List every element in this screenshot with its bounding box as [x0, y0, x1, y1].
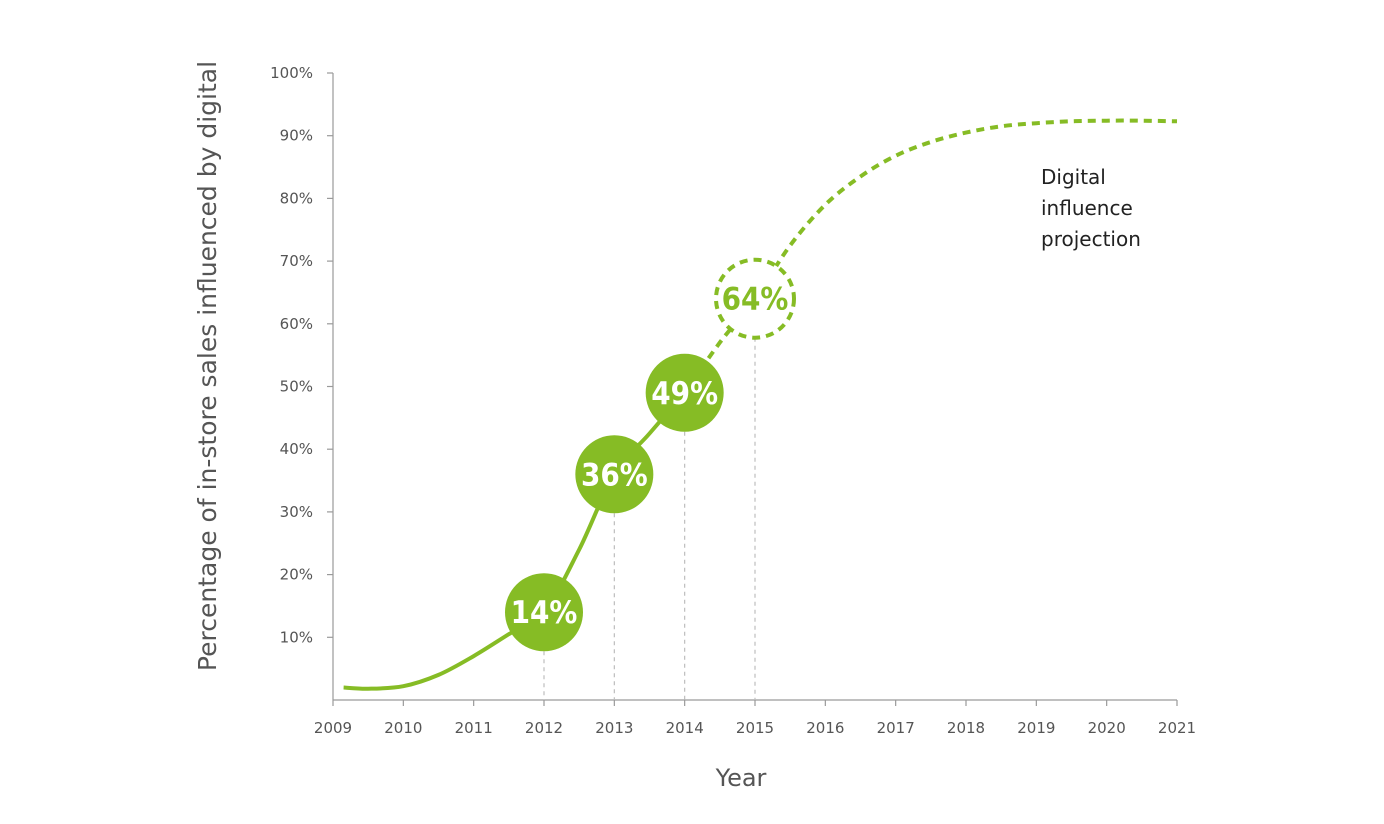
marker-label: 64%: [722, 282, 789, 318]
x-tick-label: 2016: [806, 719, 844, 737]
y-tick-label: 30%: [280, 503, 313, 521]
y-tick-label: 20%: [280, 566, 313, 584]
y-tick-label: 90%: [280, 127, 313, 145]
value-markers: 14% 36% 49% 64%: [505, 257, 796, 652]
marker-label: 14%: [511, 595, 578, 631]
x-tick-label: 2018: [947, 719, 985, 737]
value-marker: [575, 435, 654, 514]
x-tick-label: 2012: [525, 719, 563, 737]
x-tick-label: 2014: [666, 719, 704, 737]
marker-guide-lines: [543, 337, 756, 700]
y-axis-title: Percentage of in-store sales influenced …: [193, 61, 222, 671]
marker-label: 49%: [651, 376, 718, 412]
x-tick-label: 2010: [384, 719, 422, 737]
x-tick-label: 2009: [314, 719, 352, 737]
projection-line: [683, 118, 1178, 394]
projection-annotation: Digital influence projection: [1041, 165, 1141, 251]
y-tick-label: 50%: [280, 378, 313, 396]
annotation-line: influence: [1041, 196, 1133, 220]
y-tick-label: 100%: [270, 64, 313, 82]
value-marker: [645, 353, 724, 432]
annotation-line: projection: [1041, 227, 1141, 251]
y-tick-label: 80%: [280, 189, 313, 207]
y-tick-label: 40%: [280, 440, 313, 458]
x-tick-label: 2011: [455, 719, 493, 737]
x-tick-label: 2017: [877, 719, 915, 737]
marker-label: 36%: [581, 457, 648, 493]
x-tick-label: 2020: [1088, 719, 1126, 737]
y-tick-label: 10%: [280, 628, 313, 646]
actual-line: [343, 391, 687, 691]
projected-marker: [714, 257, 796, 340]
x-tick-label: 2019: [1017, 719, 1055, 737]
y-tick-label: 60%: [280, 315, 313, 333]
x-tick-label: 2021: [1158, 719, 1196, 737]
axes: 10% 20% 30% 40% 50% 60% 70% 80% 90% 100% 2009 2010 2…: [270, 64, 1196, 737]
x-tick-label: 2015: [736, 719, 774, 737]
x-axis-title: Year: [715, 764, 767, 792]
x-tick-label: 2013: [595, 719, 633, 737]
value-marker: [505, 573, 583, 652]
annotation-line: Digital: [1041, 165, 1106, 189]
y-tick-label: 70%: [280, 252, 313, 270]
